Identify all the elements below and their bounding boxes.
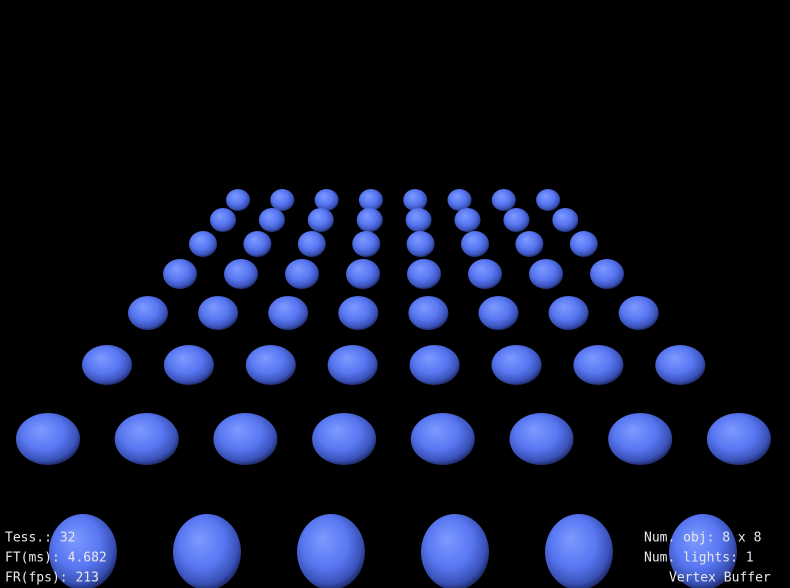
sphere [491,189,516,211]
sphere [478,296,519,330]
sphere [307,208,334,232]
sphere [509,413,574,465]
sphere [529,259,563,289]
sphere [406,231,435,257]
sphere [173,514,241,588]
sphere [536,189,561,211]
sphere [338,296,379,330]
sphere [468,259,502,289]
sphere [314,189,339,211]
sphere [258,208,285,232]
sphere [163,345,214,385]
sphere [213,413,278,465]
sphere [268,296,309,330]
sphere [245,345,296,385]
sphere [297,231,326,257]
sphere [706,413,771,465]
sphere [405,208,432,232]
hud-text: Num. lights: 1 [644,551,754,566]
sphere [421,514,489,588]
sphere [312,413,377,465]
sphere [356,208,383,232]
sphere [114,413,179,465]
hud: Tess.: 32 FT(ms): 4.682 FR(fps): 213 Num… [5,531,771,586]
sphere [128,296,168,330]
hud-text: FR(fps): 213 [5,571,99,586]
sphere [285,259,319,289]
sphere [410,413,475,465]
sphere [243,231,272,257]
sphere [189,231,217,257]
sphere-grid [16,189,771,588]
sphere [590,259,624,289]
sphere [491,345,542,385]
sphere [210,208,236,232]
sphere [454,208,481,232]
sphere [358,189,383,211]
sphere [163,259,197,289]
sphere [569,231,598,257]
sphere [545,514,613,588]
sphere [407,259,441,289]
sphere [16,413,80,465]
sphere [198,296,239,330]
sphere [327,345,378,385]
hud-text: Vertex Buffer [669,571,771,586]
sphere [346,259,380,289]
sphere [408,296,449,330]
sphere [403,189,428,211]
sphere [503,208,530,232]
sphere [669,514,737,588]
sphere [224,259,258,289]
hud-text: Tess.: 32 [5,531,75,546]
sphere [552,208,579,232]
sphere [548,296,589,330]
sphere [82,345,132,385]
sphere [352,231,381,257]
sphere [49,514,117,588]
sphere [608,413,673,465]
sphere [515,231,544,257]
sphere [226,189,250,211]
hud-text: Num. obj: 8 x 8 [644,531,761,546]
hud-text: FT(ms): 4.682 [5,551,107,566]
sphere [409,345,460,385]
sphere [618,296,659,330]
sphere [461,231,489,257]
sphere [573,345,624,385]
sphere [270,189,295,211]
sphere [447,189,472,211]
sphere [655,345,706,385]
sphere [297,514,365,588]
